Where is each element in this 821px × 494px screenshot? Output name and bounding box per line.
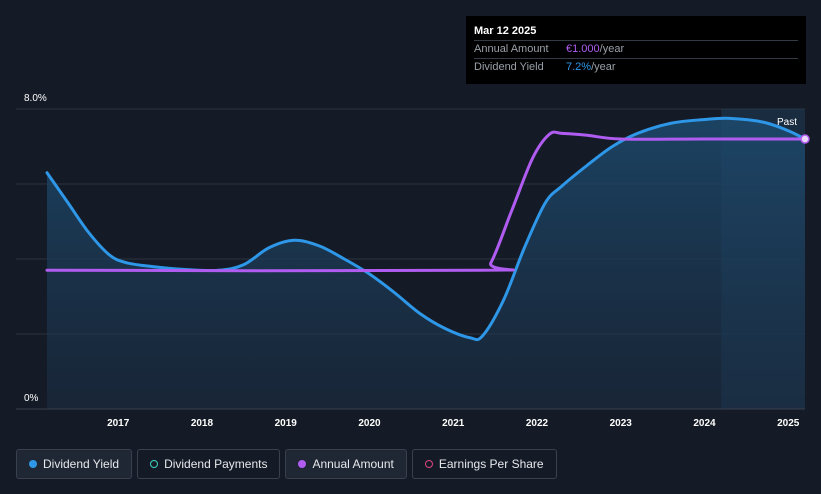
tooltip-value: 7.2% — [566, 61, 592, 73]
past-label: Past — [777, 117, 797, 128]
tooltip-label: Annual Amount — [474, 43, 549, 55]
legend: Dividend Yield Dividend Payments Annual … — [16, 449, 557, 479]
legend-dot-icon — [298, 460, 307, 468]
x-tick-label: 2025 — [777, 418, 800, 429]
tooltip: Mar 12 2025 Annual Amount €1.000/year Di… — [466, 16, 806, 84]
legend-ring-icon — [424, 460, 433, 468]
x-tick-label: 2018 — [191, 418, 214, 429]
legend-label: Dividend Yield — [43, 457, 120, 471]
tooltip-value: €1.000 — [566, 43, 600, 55]
x-tick-label: 2023 — [610, 418, 633, 429]
tooltip-unit: /year — [591, 61, 616, 73]
current-point-marker[interactable] — [800, 134, 810, 144]
tooltip-unit: /year — [599, 43, 625, 55]
x-tick-label: 2020 — [358, 418, 381, 429]
x-tick-label: 2017 — [107, 418, 130, 429]
legend-ring-icon — [150, 460, 159, 468]
series-line-dividend-yield — [45, 116, 807, 342]
legend-dividend-payments[interactable]: Dividend Payments — [137, 449, 281, 479]
legend-earnings-per-share[interactable]: Earnings Per Share — [411, 449, 557, 479]
tooltip-row-annual-amount: Annual Amount €1.000/year — [474, 40, 798, 58]
series-lines — [45, 116, 807, 342]
x-tick-label: 2024 — [693, 418, 716, 429]
y-axis-ticks: 0% 8.0% — [24, 93, 47, 404]
x-tick-label: 2022 — [526, 418, 549, 429]
series-area-dividend-yield — [47, 118, 805, 409]
y-tick-label: 0% — [24, 393, 39, 404]
y-tick-label: 8.0% — [24, 93, 47, 104]
series-areas — [47, 118, 805, 409]
x-tick-label: 2019 — [275, 418, 298, 429]
x-tick-label: 2021 — [442, 418, 465, 429]
tooltip-row-dividend-yield: Dividend Yield 7.2%/year — [474, 58, 798, 76]
legend-annual-amount[interactable]: Annual Amount — [285, 449, 407, 479]
tooltip-date: Mar 12 2025 — [474, 25, 537, 37]
legend-dividend-yield[interactable]: Dividend Yield — [16, 449, 133, 479]
series-line-annual-amount — [45, 130, 807, 273]
x-axis-ticks: 2017 2018 2019 2020 2021 2022 2023 2024 2025 — [107, 418, 800, 429]
legend-label: Annual Amount — [312, 457, 394, 471]
legend-label: Earnings Per Share — [438, 457, 544, 471]
legend-label: Dividend Payments — [164, 457, 268, 471]
tooltip-label: Dividend Yield — [474, 61, 544, 73]
legend-dot-icon — [29, 460, 37, 468]
